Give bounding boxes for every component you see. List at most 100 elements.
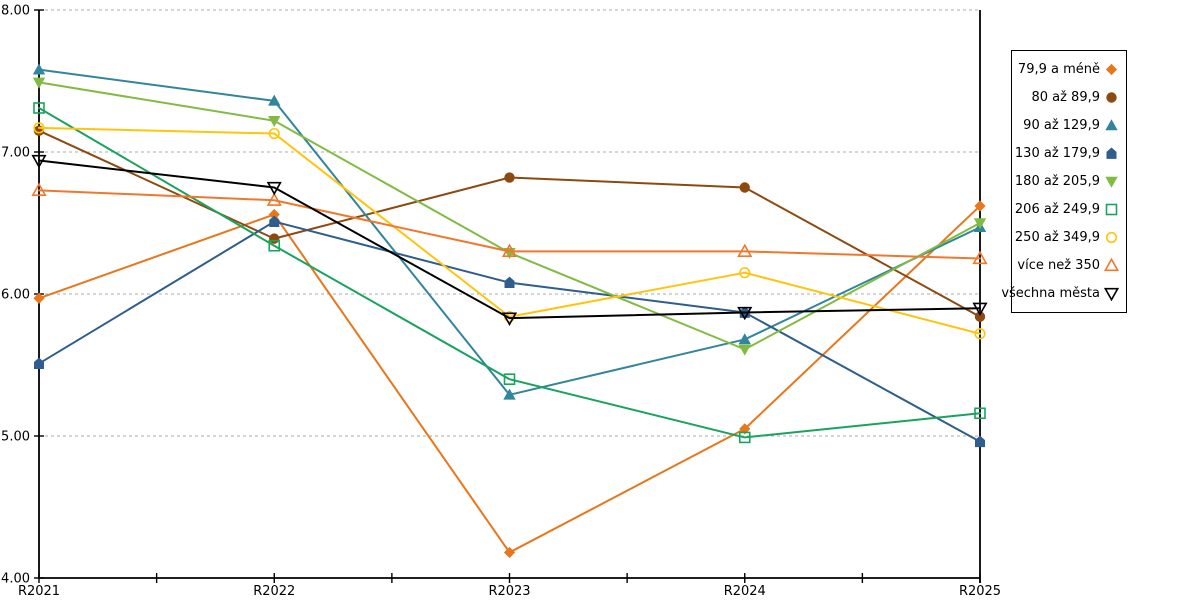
series-line bbox=[38, 189, 981, 260]
square-open-legend-marker-icon bbox=[1105, 203, 1118, 216]
series-line bbox=[38, 68, 981, 396]
diamond-marker-icon bbox=[503, 546, 516, 559]
diamond-marker-icon bbox=[1105, 63, 1118, 75]
legend-label: 130 až 179,9 bbox=[1014, 145, 1100, 161]
open-square-marker-icon bbox=[268, 239, 281, 252]
circle-marker-icon bbox=[504, 172, 515, 183]
open-square-marker-icon bbox=[33, 102, 45, 114]
diamond-legend-marker-icon bbox=[1105, 63, 1118, 75]
open-circle-marker-icon bbox=[1105, 232, 1118, 244]
triangle-up-marker-icon bbox=[1105, 119, 1118, 131]
open-triangle-up-marker-icon bbox=[1104, 258, 1119, 272]
legend-label: 206 až 249,9 bbox=[1014, 202, 1100, 218]
triangle-down-marker-icon bbox=[32, 77, 46, 89]
x-tick-label: R2025 bbox=[959, 584, 1001, 599]
x-tick-label: R2021 bbox=[18, 584, 60, 599]
series-130-az-179-9 bbox=[34, 215, 985, 448]
y-tick-label: 8.00 bbox=[1, 4, 30, 19]
diamond-marker-icon bbox=[739, 423, 751, 435]
triangle-down-legend-marker-icon bbox=[1105, 176, 1118, 188]
triangle-down-marker-icon bbox=[268, 115, 281, 127]
circle-legend-marker-icon bbox=[1106, 91, 1117, 103]
open-triangle-up-marker-icon bbox=[972, 250, 988, 265]
legend-item-vice-nez-350: více než 350 bbox=[1012, 258, 1126, 273]
x-tick-label: R2023 bbox=[488, 584, 530, 599]
legend-item-vsechna-mesta: všechna města bbox=[1001, 286, 1126, 302]
legend-item-250-az-349-9: 250 až 349,9 bbox=[1012, 230, 1126, 245]
open-triangle-down-marker-icon bbox=[1104, 288, 1119, 302]
open-square-marker-icon bbox=[974, 407, 986, 420]
pentagon-marker-icon bbox=[269, 215, 280, 227]
diamond-marker-icon bbox=[974, 200, 986, 212]
triangle-down-marker-icon bbox=[973, 218, 987, 230]
x-tick-label: R2022 bbox=[253, 584, 295, 599]
triangle-down-marker-icon bbox=[738, 344, 751, 356]
open-triangle-up-marker-icon bbox=[31, 182, 47, 196]
triangle-up-marker-icon bbox=[268, 94, 281, 106]
series-line bbox=[38, 81, 981, 351]
triangle-up-marker-icon bbox=[32, 63, 46, 75]
triangle-up-marker-icon bbox=[503, 388, 516, 400]
legend-label: 90 až 129,9 bbox=[1023, 117, 1100, 133]
circle-open-legend-marker-icon bbox=[1105, 232, 1118, 244]
open-circle-marker-icon bbox=[974, 328, 986, 340]
x-tick-label: R2024 bbox=[724, 584, 766, 599]
open-square-marker-icon bbox=[738, 431, 751, 444]
legend-label: 79,9 a méně bbox=[1017, 61, 1100, 77]
series-line bbox=[38, 159, 981, 320]
pentagon-marker-icon bbox=[34, 357, 44, 369]
legend-label: 80 až 89,9 bbox=[1031, 89, 1100, 105]
legend-item-130-az-179-9: 130 až 179,9 bbox=[1012, 146, 1126, 161]
circle-marker-icon bbox=[269, 233, 280, 244]
open-square-marker-icon bbox=[1105, 203, 1118, 216]
open-triangle-down-marker-icon bbox=[972, 302, 988, 317]
open-triangle-down-marker-icon bbox=[737, 306, 753, 321]
legend-label: více než 350 bbox=[1017, 258, 1100, 274]
legend-label: všechna města bbox=[1001, 286, 1100, 302]
legend-item-206-az-249-9: 206 až 249,9 bbox=[1012, 202, 1126, 217]
series-vsechna-mesta bbox=[31, 154, 988, 326]
open-triangle-down-marker-icon bbox=[501, 312, 518, 326]
pentagon-marker-icon bbox=[975, 435, 985, 448]
open-circle-marker-icon bbox=[33, 122, 45, 134]
legend-item-80-az-89-9: 80 až 89,9 bbox=[1012, 90, 1126, 105]
triangle-down-open-legend-marker-icon bbox=[1104, 288, 1119, 302]
series-90-az-129-9 bbox=[32, 63, 987, 400]
y-tick-label: 6.00 bbox=[1, 288, 30, 303]
open-triangle-down-marker-icon bbox=[31, 154, 47, 169]
y-tick-label: 5.00 bbox=[1, 430, 30, 445]
series-vice-nez-350 bbox=[31, 182, 988, 265]
series-206-az-249-9 bbox=[33, 102, 986, 444]
legend: 79,9 a méně 80 až 89,9 90 až 129,9 130 až 1… bbox=[1001, 50, 1127, 313]
pentagon-marker-icon bbox=[504, 276, 515, 289]
open-triangle-up-marker-icon bbox=[501, 243, 518, 257]
legend-item-180-az-205-9: 180 až 205,9 bbox=[1012, 174, 1126, 189]
open-circle-marker-icon bbox=[268, 127, 280, 140]
diamond-marker-icon bbox=[33, 292, 45, 304]
triangle-up-open-legend-marker-icon bbox=[1104, 258, 1119, 272]
triangle-up-marker-icon bbox=[738, 333, 751, 345]
circle-marker-icon bbox=[1106, 91, 1117, 103]
y-tick-label: 4.00 bbox=[1, 572, 30, 587]
circle-marker-icon bbox=[739, 182, 750, 193]
series-line bbox=[38, 129, 981, 318]
y-tick-label: 7.00 bbox=[1, 146, 30, 161]
pentagon-marker-icon bbox=[1106, 147, 1117, 159]
legend-label: 250 až 349,9 bbox=[1014, 230, 1100, 246]
open-circle-marker-icon bbox=[739, 267, 751, 279]
triangle-down-marker-icon bbox=[1105, 176, 1118, 188]
diamond-marker-icon bbox=[268, 208, 280, 221]
open-square-marker-icon bbox=[503, 373, 516, 386]
series-line bbox=[38, 106, 981, 439]
pentagon-legend-marker-icon bbox=[1106, 147, 1117, 159]
circle-marker-icon bbox=[974, 311, 986, 322]
open-triangle-down-marker-icon bbox=[266, 181, 282, 196]
legend-label: 180 až 205,9 bbox=[1014, 173, 1100, 189]
triangle-up-legend-marker-icon bbox=[1105, 119, 1118, 131]
open-triangle-up-marker-icon bbox=[266, 192, 282, 206]
open-triangle-up-marker-icon bbox=[737, 243, 753, 257]
series-250-az-349-9 bbox=[33, 122, 986, 340]
legend-item-90-az-129-9: 90 až 129,9 bbox=[1012, 118, 1126, 133]
